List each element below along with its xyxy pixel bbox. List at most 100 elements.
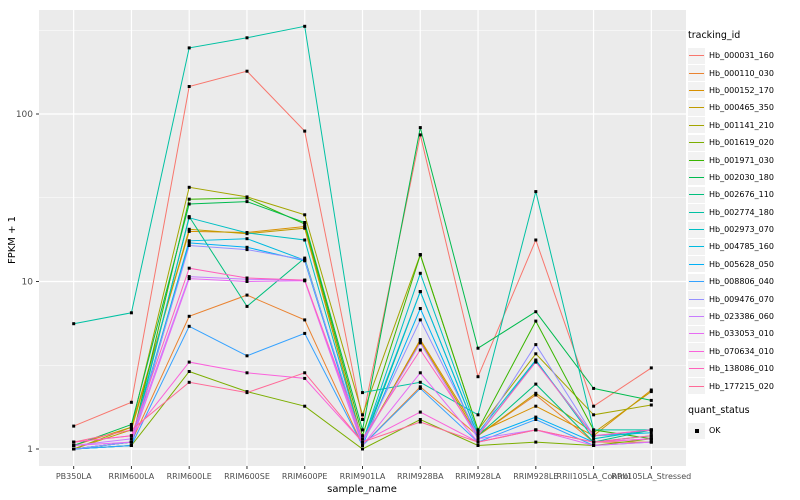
data-point [534, 393, 538, 397]
data-point [592, 437, 596, 441]
data-point [187, 185, 191, 189]
data-point [476, 346, 480, 350]
legend-item-Hb_000031_160: Hb_000031_160 [688, 47, 800, 64]
data-point [418, 418, 422, 421]
data-point [476, 413, 480, 417]
data-point [245, 200, 249, 204]
data-point [129, 440, 133, 444]
data-point [72, 424, 76, 428]
data-point [592, 431, 596, 435]
data-point [245, 196, 249, 200]
legend-item-label: Hb_000465_350 [709, 103, 774, 113]
x-tick-label-RRIM928LE: RRIM928LE [513, 472, 558, 481]
legend-item-label: Hb_002676_110 [709, 190, 774, 200]
legend-key-swatch [688, 169, 705, 186]
x-axis-title: sample_name [327, 484, 397, 495]
data-point [418, 290, 422, 294]
legend-key-swatch [688, 186, 705, 203]
data-point [534, 310, 538, 314]
legend-key-swatch [688, 343, 705, 360]
data-point [187, 227, 191, 231]
data-point [303, 213, 307, 217]
x-tick-label-RRIM928BA: RRIM928BA [397, 472, 444, 481]
legend-line-icon [689, 281, 704, 283]
legend-key-swatch [688, 47, 705, 64]
data-point [361, 444, 364, 447]
data-point [418, 348, 422, 352]
data-point [592, 404, 596, 408]
legend-key-swatch [688, 256, 705, 273]
data-point [303, 129, 307, 133]
data-point [361, 391, 364, 395]
legend-key-swatch [688, 204, 705, 221]
legend-item-Hb_070634_010: Hb_070634_010 [688, 343, 800, 360]
data-point [649, 440, 653, 444]
data-point [418, 271, 422, 275]
legend-key-swatch [688, 99, 705, 116]
legend-line-icon [689, 368, 704, 370]
data-point [592, 434, 596, 438]
legend-key-swatch [688, 308, 705, 325]
legend-item-label: Hb_033053_010 [709, 329, 774, 339]
legend-item-Hb_177215_020: Hb_177215_020 [688, 377, 800, 395]
data-point [303, 318, 307, 322]
y-axis-title: FPKM + 1 [7, 216, 18, 264]
legend-item-Hb_002030_180: Hb_002030_180 [688, 169, 800, 186]
data-point [476, 444, 480, 447]
legend-line-icon [689, 316, 704, 318]
data-point [245, 371, 249, 375]
data-point [129, 400, 133, 404]
data-point [418, 410, 422, 414]
data-point [418, 371, 422, 375]
legend-key-swatch [688, 291, 705, 308]
data-point [72, 444, 76, 447]
legend-item-Hb_001141_210: Hb_001141_210 [688, 117, 800, 134]
data-point [129, 444, 133, 447]
legend-key-swatch [688, 117, 705, 134]
legend-item-Hb_004785_160: Hb_004785_160 [688, 238, 800, 255]
legend-item-Hb_001971_030: Hb_001971_030 [688, 151, 800, 169]
data-point [592, 428, 596, 432]
data-point [187, 360, 191, 364]
data-point [303, 376, 307, 380]
data-point [361, 434, 364, 438]
legend-key-swatch [688, 82, 705, 99]
legend-item-label: Hb_008806_040 [709, 277, 774, 287]
data-point [245, 276, 249, 280]
legend-item-label: Hb_070634_010 [709, 346, 774, 356]
data-point [361, 440, 364, 444]
data-point [476, 437, 480, 441]
data-point [72, 447, 76, 451]
quant-ok-key [688, 422, 705, 439]
data-point [534, 382, 538, 386]
data-point [649, 437, 653, 441]
data-point [187, 46, 191, 50]
data-point [187, 277, 191, 281]
data-point [245, 245, 249, 249]
legend-item-Hb_005628_050: Hb_005628_050 [688, 256, 800, 273]
legend-item-label: Hb_023386_060 [709, 312, 774, 322]
data-point [649, 366, 653, 370]
data-point [361, 428, 364, 432]
data-point [129, 428, 133, 432]
y-tick-label-100: 100 [16, 110, 33, 120]
data-point [187, 370, 191, 373]
data-point [187, 216, 191, 220]
legend-line-icon [689, 159, 704, 161]
legend-line-icon [689, 385, 704, 387]
legend-item-quant-ok: OK [688, 422, 800, 439]
legend-item-label: Hb_002774_180 [709, 207, 774, 217]
data-point [534, 190, 538, 194]
legend-key-swatch [688, 325, 705, 342]
data-point [187, 241, 191, 245]
legend-line-icon [689, 176, 704, 178]
data-point [361, 447, 364, 451]
data-point [187, 314, 191, 318]
legend-line-icon [689, 72, 704, 74]
data-point [303, 258, 307, 262]
data-point [187, 380, 191, 384]
quant-ok-label: OK [709, 426, 721, 435]
data-point [245, 69, 249, 73]
legend-line-icon [689, 246, 704, 248]
